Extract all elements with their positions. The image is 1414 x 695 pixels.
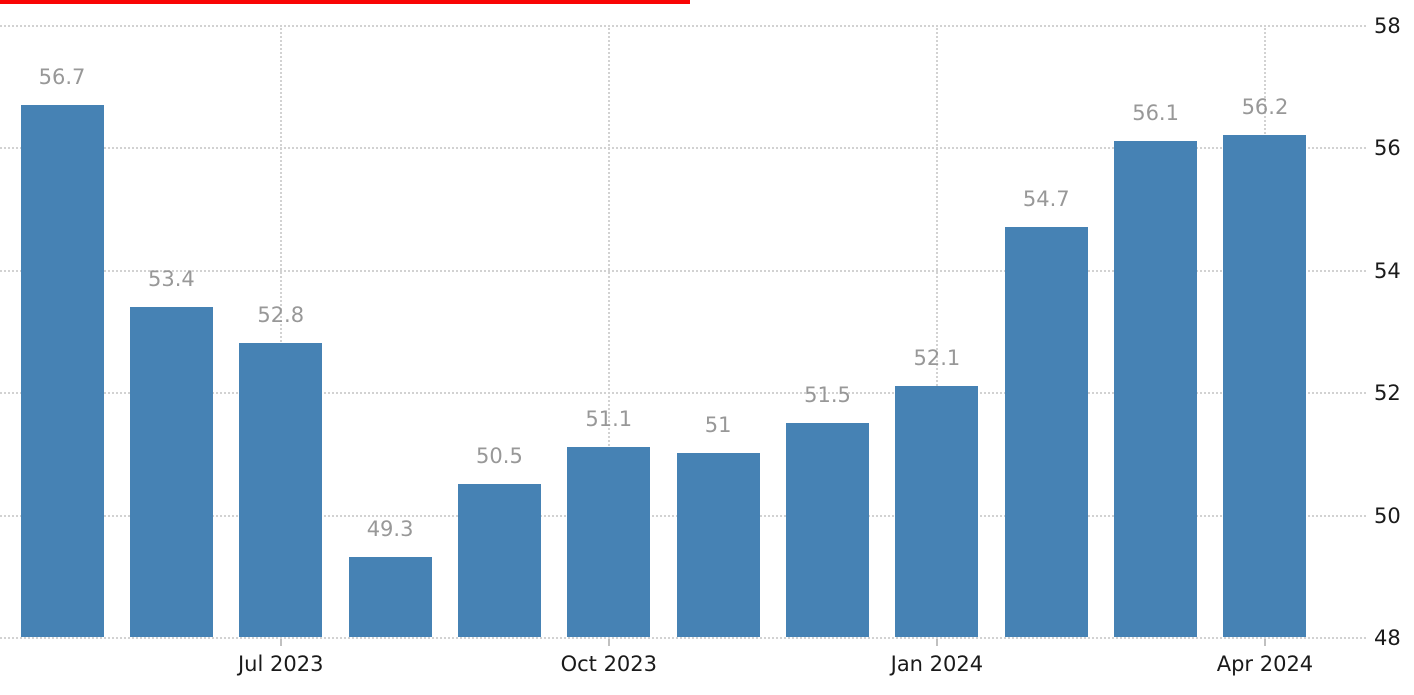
x-axis-tick-mark [1263, 639, 1266, 646]
bar-value-label: 53.4 [147, 266, 195, 291]
x-axis-tick-mark [279, 639, 282, 646]
bar-value-label: 56.1 [1132, 101, 1179, 126]
bar-oct-2023[interactable] [567, 447, 651, 637]
y-axis-tick-label: 58 [1374, 14, 1401, 38]
bar-mar-2024[interactable] [1114, 141, 1198, 637]
y-axis-tick-label: 54 [1374, 258, 1401, 283]
bar-jan-2024[interactable] [895, 386, 979, 637]
x-axis-tick-mark [607, 639, 610, 646]
bar-jun-2023[interactable] [129, 306, 213, 637]
x-gridline [935, 25, 938, 637]
bar-aug-2023[interactable] [348, 557, 432, 637]
y-gridline [0, 392, 1366, 395]
bar-jul-2023[interactable] [239, 343, 323, 637]
bar-apr-2024[interactable] [1223, 135, 1307, 637]
x-axis-tick-label: Apr 2024 [1216, 652, 1314, 676]
bar-value-label: 54.7 [1022, 186, 1070, 211]
bar-sep-2023[interactable] [457, 484, 541, 637]
y-axis-tick-label: 52 [1374, 381, 1401, 406]
bar-value-label: 56.2 [1241, 95, 1289, 120]
x-axis-tick-mark [935, 639, 938, 646]
x-gridline [279, 25, 282, 637]
bar-may-2023[interactable] [20, 104, 104, 637]
x-gridline [607, 25, 610, 637]
y-axis-tick-label: 56 [1374, 136, 1401, 161]
x-axis-tick-label: Jan 2024 [890, 652, 984, 676]
x-axis-tick-label: Oct 2023 [560, 652, 658, 676]
top-red-line [0, 0, 690, 4]
bar-value-label: 51.1 [585, 407, 633, 432]
bar-feb-2024[interactable] [1004, 226, 1088, 637]
y-axis-tick-label: 48 [1374, 626, 1401, 650]
bar-value-label: 50.5 [476, 444, 523, 468]
y-axis-tick-label: 50 [1374, 503, 1401, 528]
y-gridline [0, 269, 1366, 272]
bar-value-label: 49.3 [366, 517, 414, 542]
y-gridline [0, 147, 1366, 150]
y-gridline [0, 25, 1366, 27]
bar-dec-2023[interactable] [786, 422, 870, 637]
bar-value-label: 56.7 [38, 64, 86, 89]
bar-value-label: 51.5 [804, 382, 851, 407]
x-axis-tick-label: Jul 2023 [237, 652, 324, 676]
bar-value-label: 52.8 [257, 303, 305, 328]
y-gridline [0, 637, 1366, 639]
bar-nov-2023[interactable] [676, 453, 760, 637]
bar-value-label: 52.1 [913, 346, 961, 371]
bar-value-label: 51 [704, 413, 732, 438]
